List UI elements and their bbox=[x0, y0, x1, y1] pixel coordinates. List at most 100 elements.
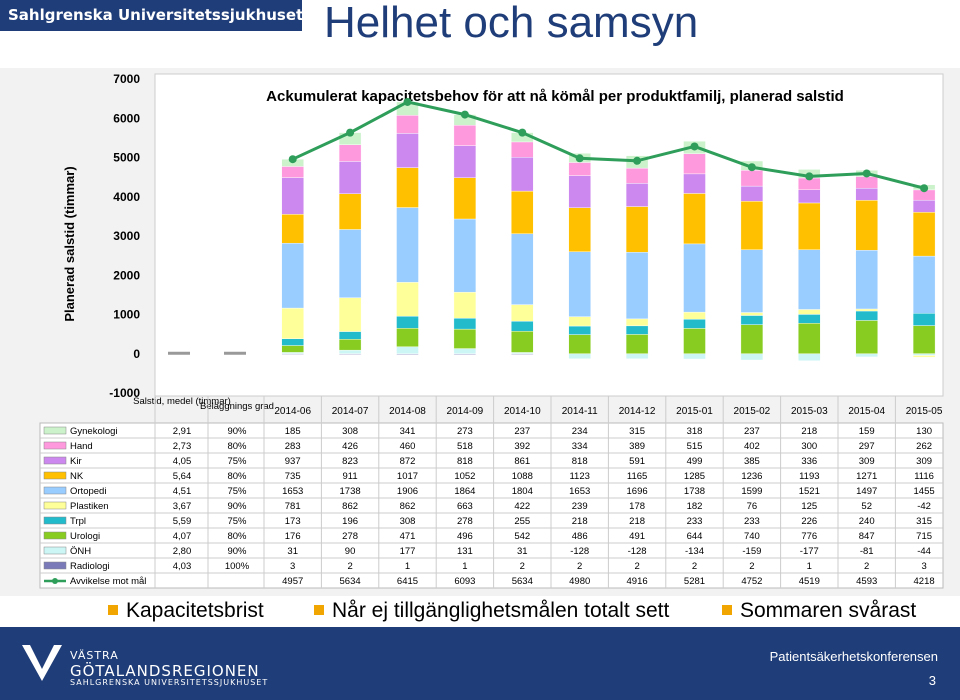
bar-segment-önh bbox=[855, 353, 878, 358]
legend-swatch bbox=[43, 561, 67, 570]
table-cell: 1906 bbox=[397, 486, 418, 497]
legend-swatch bbox=[43, 426, 67, 435]
y-tick-label: 5000 bbox=[113, 151, 140, 165]
bar-segment-trpl bbox=[511, 320, 534, 332]
table-cell: 318 bbox=[687, 426, 703, 437]
deviation-point bbox=[633, 156, 642, 165]
table-cell: 218 bbox=[572, 516, 588, 527]
bar-segment-nk bbox=[683, 193, 706, 245]
page-title: Helhet och samsyn bbox=[324, 0, 699, 47]
y-tick-label: 6000 bbox=[113, 111, 140, 125]
deviation-point bbox=[805, 172, 814, 181]
table-cell: 131 bbox=[457, 546, 473, 557]
empty-bar-stub bbox=[168, 351, 190, 355]
table-cell: 1497 bbox=[856, 486, 877, 497]
bar-segment-ortopedi bbox=[855, 250, 878, 310]
table-cell: 861 bbox=[514, 456, 530, 467]
deviation-point bbox=[920, 184, 929, 193]
belaggning-value: 80% bbox=[227, 531, 247, 542]
table-cell: 496 bbox=[457, 531, 473, 542]
table-cell: 1116 bbox=[914, 471, 934, 482]
salstid-value: 4,05 bbox=[173, 456, 192, 467]
x-tick-label: 2015-02 bbox=[734, 406, 771, 417]
table-cell: 515 bbox=[687, 441, 703, 452]
table-cell: 2 bbox=[749, 561, 754, 572]
bar-segment-urologi bbox=[281, 345, 304, 353]
table-cell: 76 bbox=[747, 501, 758, 512]
table-cell: 937 bbox=[285, 456, 301, 467]
table-cell: 1738 bbox=[684, 486, 705, 497]
bar-segment-plastiken bbox=[625, 318, 649, 327]
table-cell: 6415 bbox=[397, 576, 418, 587]
bar-segment-urologi bbox=[338, 339, 362, 351]
table-cell: 644 bbox=[687, 531, 703, 542]
bar-segment-ortopedi bbox=[281, 242, 304, 309]
table-cell: -177 bbox=[800, 546, 819, 557]
table-cell: 818 bbox=[457, 456, 473, 467]
legend-swatch bbox=[43, 456, 67, 465]
table-cell: 735 bbox=[285, 471, 301, 482]
table-cell: 173 bbox=[285, 516, 301, 527]
bar-segment-ortopedi bbox=[740, 249, 764, 313]
bar-series bbox=[168, 101, 936, 361]
bullet-square-icon bbox=[314, 605, 324, 615]
table-cell: 5281 bbox=[684, 576, 705, 587]
bar-segment-nk bbox=[396, 167, 419, 208]
bar-segment-nk bbox=[798, 202, 821, 250]
bar-segment-ortopedi bbox=[625, 252, 649, 320]
bar-segment-kir bbox=[625, 183, 649, 207]
table-cell: 847 bbox=[859, 531, 875, 542]
bar-segment-kir bbox=[798, 189, 821, 204]
table-cell: 218 bbox=[801, 426, 817, 437]
bar-segment-urologi bbox=[511, 330, 534, 353]
table-cell: 1864 bbox=[454, 486, 475, 497]
table-cell: 52 bbox=[861, 501, 872, 512]
table-cell: 178 bbox=[629, 501, 645, 512]
table-cell: 715 bbox=[916, 531, 932, 542]
salstid-value: 4,03 bbox=[173, 561, 192, 572]
bar-segment-trpl bbox=[453, 317, 477, 330]
table-cell: 2 bbox=[520, 561, 525, 572]
y-tick-label: -1000 bbox=[109, 386, 140, 400]
x-tick-label: 2014-08 bbox=[389, 406, 426, 417]
table-cell: -128 bbox=[628, 546, 647, 557]
table-cell: 740 bbox=[744, 531, 760, 542]
table-cell: 4957 bbox=[282, 576, 303, 587]
bullet-list: Kapacitetsbrist Når ej tillgänglighetsmå… bbox=[0, 599, 960, 627]
table-cell: 1804 bbox=[512, 486, 533, 497]
bar-segment-hand bbox=[855, 176, 878, 189]
deviation-point bbox=[518, 128, 527, 137]
x-tick-label: 2015-01 bbox=[676, 406, 713, 417]
table-cell: -81 bbox=[860, 546, 874, 557]
bar-segment-trpl bbox=[396, 315, 419, 329]
table-cell: 336 bbox=[801, 456, 817, 467]
bar-segment-hand bbox=[281, 166, 304, 178]
x-tick-label: 2014-09 bbox=[447, 406, 484, 417]
table-cell: 3 bbox=[921, 561, 926, 572]
plot-area bbox=[154, 73, 944, 397]
table-cell: 422 bbox=[514, 501, 530, 512]
bar-segment-hand bbox=[453, 125, 477, 146]
table-cell: 239 bbox=[572, 501, 588, 512]
deviation-line bbox=[288, 97, 929, 193]
table-cell: 1271 bbox=[856, 471, 877, 482]
bar-segment-urologi bbox=[798, 323, 821, 354]
table-cell: 460 bbox=[400, 441, 416, 452]
bar-segment-trpl bbox=[338, 331, 362, 340]
x-tick-label: 2014-06 bbox=[274, 406, 311, 417]
table-cell: 4980 bbox=[569, 576, 590, 587]
bar-segment-urologi bbox=[625, 334, 649, 354]
table-cell: 125 bbox=[801, 501, 817, 512]
bar-segment-nk bbox=[625, 206, 649, 253]
table-cell: 389 bbox=[629, 441, 645, 452]
vgr-logo-icon bbox=[22, 645, 62, 681]
table-cell: 90 bbox=[345, 546, 356, 557]
bar-segment-ortopedi bbox=[396, 207, 419, 283]
y-tick-label: 2000 bbox=[113, 268, 140, 282]
bar-segment-ortopedi bbox=[568, 251, 591, 317]
bar-segment-kir bbox=[912, 199, 936, 213]
belaggning-value: 90% bbox=[227, 501, 247, 512]
data-table: Salstid, medel (timmar)Beläggnings grad 2… bbox=[39, 396, 944, 589]
table-cell: 177 bbox=[400, 546, 416, 557]
table-cell: 278 bbox=[457, 516, 473, 527]
